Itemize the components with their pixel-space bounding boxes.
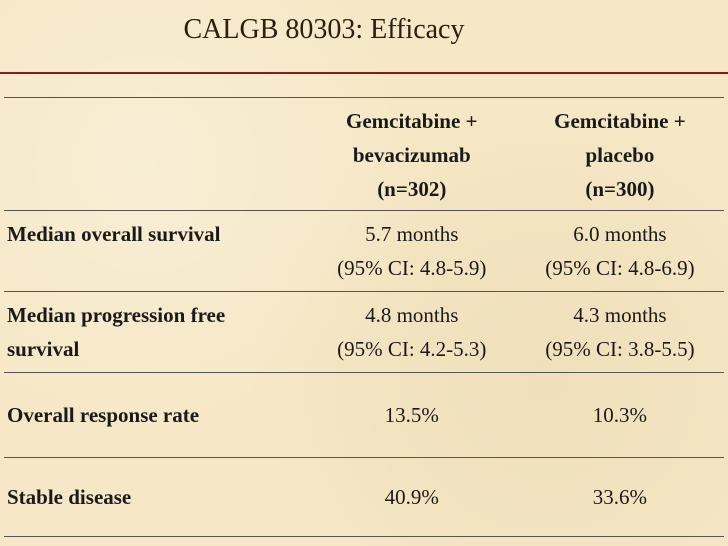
header-gem-bev-line3: (n=302)	[377, 177, 447, 201]
slide-title: CALGB 80303: Efficacy	[0, 14, 728, 46]
cell-value: 40.9%	[384, 485, 439, 509]
title-divider	[0, 72, 728, 74]
cell-value: 6.0 months	[573, 222, 667, 246]
table-row-stable-disease: Stable disease 40.9% 33.6%	[4, 458, 724, 537]
cell-value: 4.8 months	[365, 303, 459, 327]
table-row-overall-survival: Median overall survival 5.7 months (95% …	[4, 211, 724, 292]
cell-sd-gem-placebo: 33.6%	[516, 458, 724, 537]
cell-os-gem-placebo: 6.0 months (95% CI: 4.8-6.9)	[516, 211, 724, 292]
cell-orr-gem-bev: 13.5%	[308, 373, 516, 458]
row-label-overall-survival: Median overall survival	[4, 211, 308, 292]
header-gem-bev-line2: bevacizumab	[352, 143, 471, 167]
header-gem-bev-line1: Gemcitabine +	[345, 109, 478, 133]
cell-value: 10.3%	[592, 403, 648, 427]
efficacy-table: Gemcitabine + bevacizumab (n=302) Gemcit…	[4, 97, 724, 537]
row-label-stable-disease: Stable disease	[4, 458, 308, 537]
header-gem-placebo: Gemcitabine + placebo (n=300)	[516, 98, 724, 211]
cell-ci: (95% CI: 3.8-5.5)	[545, 337, 695, 361]
row-label-orr: Overall response rate	[4, 373, 308, 458]
table-row-overall-response-rate: Overall response rate 13.5% 10.3%	[4, 373, 724, 458]
header-gem-bev: Gemcitabine + bevacizumab (n=302)	[308, 98, 516, 211]
slide-title-text: CALGB 80303: Efficacy	[183, 14, 465, 45]
cell-value: 4.3 months	[573, 303, 667, 327]
row-label-text: Overall response rate	[7, 403, 200, 427]
table-header-row: Gemcitabine + bevacizumab (n=302) Gemcit…	[4, 97, 724, 211]
header-gem-placebo-line1: Gemcitabine +	[554, 109, 686, 133]
row-label-pfs: Median progression free survival	[4, 292, 308, 373]
cell-ci: (95% CI: 4.8-5.9)	[337, 256, 487, 280]
row-label-text: Median overall survival	[7, 222, 221, 246]
cell-value: 33.6%	[592, 485, 648, 509]
cell-pfs-gem-placebo: 4.3 months (95% CI: 3.8-5.5)	[516, 292, 724, 373]
cell-ci: (95% CI: 4.8-6.9)	[545, 256, 695, 280]
cell-orr-gem-placebo: 10.3%	[516, 373, 724, 458]
cell-value: 13.5%	[384, 403, 439, 427]
cell-pfs-gem-bev: 4.8 months (95% CI: 4.2-5.3)	[308, 292, 516, 373]
cell-os-gem-bev: 5.7 months (95% CI: 4.8-5.9)	[308, 211, 516, 292]
row-label-text: Stable disease	[7, 485, 132, 509]
header-empty-cell	[4, 98, 308, 211]
row-label-spacer	[7, 251, 305, 285]
cell-sd-gem-bev: 40.9%	[308, 458, 516, 537]
cell-ci: (95% CI: 4.2-5.3)	[337, 337, 487, 361]
row-label-text: survival	[7, 337, 80, 361]
header-gem-placebo-line3: (n=300)	[585, 177, 655, 201]
cell-value: 5.7 months	[365, 222, 459, 246]
table-row-progression-free-survival: Median progression free survival 4.8 mon…	[4, 292, 724, 373]
header-gem-placebo-line2: placebo	[585, 143, 655, 167]
row-label-text: Median progression free	[7, 303, 226, 327]
